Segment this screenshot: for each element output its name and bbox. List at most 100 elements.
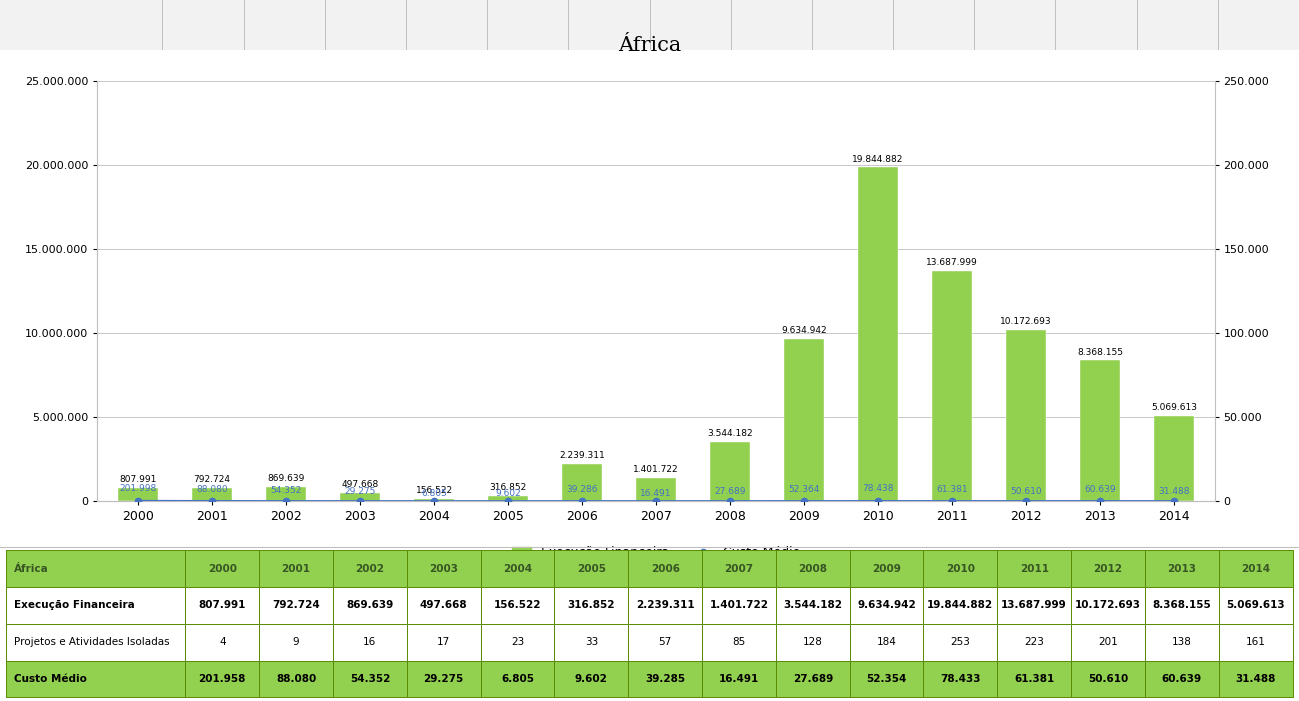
Bar (407, 660, 481, 697)
Bar (1144, 587, 1218, 624)
Bar (701, 587, 776, 624)
Bar (783, 339, 825, 501)
Bar (481, 587, 555, 624)
Bar (1218, 550, 1293, 587)
Text: 10.172.693: 10.172.693 (1076, 601, 1141, 611)
Text: 85: 85 (733, 637, 746, 647)
Text: 1.401.722: 1.401.722 (633, 465, 679, 474)
Bar (481, 660, 555, 697)
Text: 60.639: 60.639 (1085, 485, 1116, 494)
Text: 6.805: 6.805 (421, 489, 447, 498)
Text: 16: 16 (364, 637, 377, 647)
Bar (407, 624, 481, 660)
Text: 9.634.942: 9.634.942 (857, 601, 916, 611)
Bar (709, 442, 751, 501)
Bar (407, 550, 481, 587)
Bar (1072, 550, 1144, 587)
Text: 2007: 2007 (725, 564, 753, 573)
Bar (186, 624, 260, 660)
Text: 1.401.722: 1.401.722 (709, 601, 769, 611)
Text: 223: 223 (1024, 637, 1044, 647)
Bar (555, 587, 629, 624)
Text: 13.687.999: 13.687.999 (926, 258, 978, 267)
Text: 2.239.311: 2.239.311 (635, 601, 695, 611)
Text: 23: 23 (511, 637, 523, 647)
Text: 2014: 2014 (1241, 564, 1270, 573)
Text: 869.639: 869.639 (268, 474, 305, 483)
Bar (333, 624, 407, 660)
Text: 31.488: 31.488 (1159, 487, 1190, 496)
Text: 16.491: 16.491 (718, 674, 759, 684)
Text: 9.634.942: 9.634.942 (781, 327, 826, 335)
Text: 2012: 2012 (1094, 564, 1122, 573)
Text: 2004: 2004 (503, 564, 533, 573)
Bar (6, 550, 186, 587)
Legend: Execução Financeira, Custo Médio: Execução Financeira, Custo Médio (507, 541, 805, 564)
Text: 4: 4 (220, 637, 226, 647)
Bar (776, 660, 850, 697)
Bar (407, 587, 481, 624)
Text: 201: 201 (1098, 637, 1118, 647)
Text: 807.991: 807.991 (199, 601, 246, 611)
Text: 13.687.999: 13.687.999 (1002, 601, 1066, 611)
Text: 8.368.155: 8.368.155 (1152, 601, 1211, 611)
Text: 2006: 2006 (651, 564, 679, 573)
Bar (481, 550, 555, 587)
Bar (413, 498, 455, 501)
Bar (998, 624, 1072, 660)
Bar (701, 624, 776, 660)
Bar (333, 587, 407, 624)
Text: 3.544.182: 3.544.182 (783, 601, 842, 611)
Bar (555, 624, 629, 660)
Bar (561, 463, 603, 501)
Text: 78.433: 78.433 (940, 674, 981, 684)
Text: 156.522: 156.522 (416, 486, 452, 495)
Text: 2000: 2000 (208, 564, 236, 573)
Bar (924, 587, 998, 624)
Bar (555, 660, 629, 697)
Text: 52.364: 52.364 (788, 485, 820, 494)
Text: 156.522: 156.522 (494, 601, 542, 611)
Text: 39.286: 39.286 (566, 485, 598, 494)
Bar (850, 587, 924, 624)
Text: 184: 184 (877, 637, 896, 647)
Bar (192, 488, 233, 501)
Text: 2013: 2013 (1168, 564, 1196, 573)
Bar (1218, 587, 1293, 624)
Bar (924, 624, 998, 660)
Bar (1218, 624, 1293, 660)
Text: 57: 57 (659, 637, 672, 647)
Text: 316.852: 316.852 (568, 601, 616, 611)
Bar (260, 550, 333, 587)
Text: 2010: 2010 (946, 564, 974, 573)
Bar (1072, 624, 1144, 660)
Text: África: África (618, 36, 681, 55)
Bar (629, 660, 701, 697)
Text: 39.285: 39.285 (646, 674, 685, 684)
Text: 9.602: 9.602 (495, 489, 521, 498)
Text: 61.381: 61.381 (1015, 674, 1055, 684)
Text: 19.844.882: 19.844.882 (927, 601, 994, 611)
Bar (850, 624, 924, 660)
Text: 869.639: 869.639 (347, 601, 394, 611)
Text: 161: 161 (1246, 637, 1265, 647)
Text: 19.844.882: 19.844.882 (852, 155, 904, 163)
Text: África: África (14, 564, 49, 573)
Text: 61.381: 61.381 (937, 485, 968, 494)
Bar (931, 271, 972, 501)
Text: 2005: 2005 (577, 564, 605, 573)
Text: 6.805: 6.805 (501, 674, 534, 684)
Bar (924, 550, 998, 587)
Text: 9.602: 9.602 (575, 674, 608, 684)
Text: 88.080: 88.080 (196, 485, 227, 494)
Text: 88.080: 88.080 (275, 674, 316, 684)
Bar (701, 550, 776, 587)
Text: 128: 128 (803, 637, 822, 647)
Bar (1154, 416, 1194, 501)
Text: 2001: 2001 (282, 564, 310, 573)
Text: 2011: 2011 (1020, 564, 1048, 573)
Text: 3.544.182: 3.544.182 (707, 429, 753, 438)
Text: 316.852: 316.852 (490, 483, 526, 492)
Text: 2008: 2008 (799, 564, 827, 573)
Bar (776, 587, 850, 624)
